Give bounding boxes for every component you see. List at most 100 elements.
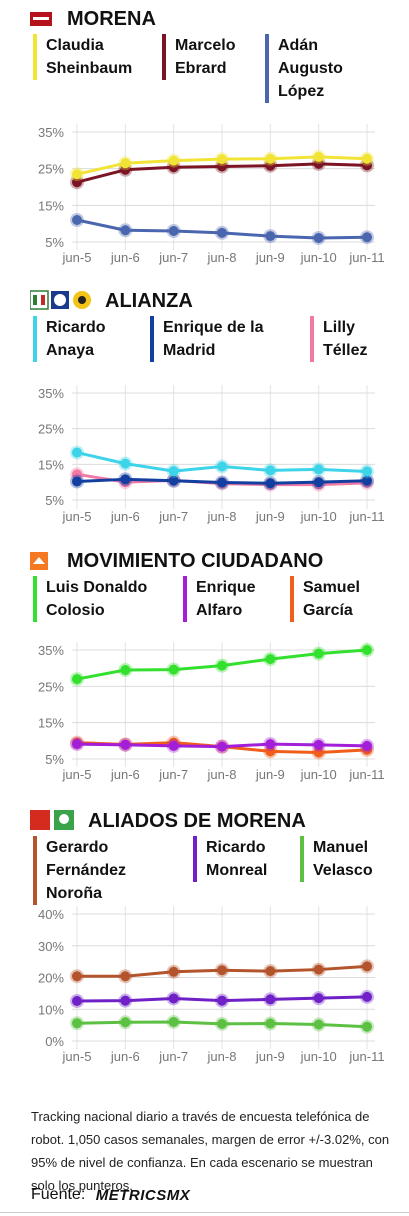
x-tick-label: jun-9 (255, 767, 285, 782)
source-label: Fuente: (31, 1186, 86, 1203)
y-tick-label: 40% (38, 907, 64, 922)
legend-label: García (303, 602, 353, 619)
chart-header: MORENA (0, 8, 409, 38)
data-point (313, 648, 324, 659)
data-point (265, 746, 276, 757)
legend-label: Luis Donaldo (46, 579, 148, 596)
data-point (265, 739, 276, 750)
legend-label: Enrique (196, 579, 256, 596)
data-point (265, 478, 276, 489)
y-tick-label: 5% (45, 493, 64, 508)
x-tick-label: jun-7 (158, 250, 188, 265)
legend-label: Claudia (46, 37, 104, 54)
y-tick-label: 15% (38, 457, 64, 472)
x-tick-label: jun-8 (207, 250, 237, 265)
source-line: Fuente: METRICSMX (31, 1186, 190, 1204)
legend-entry: Adán Augusto López (265, 34, 343, 103)
legend-label: Enrique de la (163, 319, 264, 336)
y-tick-label: 20% (38, 971, 64, 986)
chart-title: MORENA (67, 8, 156, 30)
legend-entry: Claudia Sheinbaum (33, 34, 132, 80)
data-point (313, 739, 324, 750)
data-point (362, 232, 372, 243)
x-tick-label: jun-6 (110, 1049, 140, 1064)
legend-label: Augusto (278, 60, 343, 77)
chart-header: ALIADOS DE MORENA (0, 810, 409, 840)
y-tick-label: 25% (38, 679, 64, 694)
data-point (120, 971, 131, 982)
legend-entry: Lilly Téllez (310, 316, 367, 362)
line-chart: 35% 25% 15% 5%jun-5 jun-6 jun-7 jun-8 jun-9 jun-… (38, 124, 385, 265)
data-point (120, 664, 131, 675)
data-point (168, 466, 179, 477)
bottom-divider (0, 1212, 409, 1213)
chart-title: MOVIMIENTO CIUDADANO (67, 550, 324, 572)
data-point (72, 169, 82, 180)
data-point (120, 158, 131, 169)
legend-entry: Marcelo Ebrard (162, 34, 235, 80)
x-tick-label: jun-9 (255, 250, 285, 265)
y-tick-label: 35% (38, 643, 64, 658)
data-point (265, 465, 276, 476)
data-point (362, 740, 372, 751)
data-point (217, 477, 227, 488)
legend-label: Ricardo (206, 839, 266, 856)
data-point (217, 965, 227, 976)
data-point (265, 153, 276, 164)
data-point (362, 153, 372, 164)
data-point (362, 475, 372, 486)
legend-entry: Enrique Alfaro (183, 576, 256, 622)
legend-label: Marcelo (175, 37, 236, 54)
data-point (217, 660, 227, 671)
data-point (265, 160, 276, 171)
chart-title: ALIANZA (105, 290, 193, 312)
data-point (313, 477, 324, 488)
legend-entry: Gerardo Fernández Noroña (33, 836, 126, 905)
legend-label: Madrid (163, 342, 216, 359)
data-point (120, 474, 131, 485)
x-tick-label: jun-5 (62, 1049, 92, 1064)
data-point (120, 739, 131, 750)
data-point (362, 961, 372, 972)
data-point (168, 740, 179, 751)
metrics-mx-logo: METRICSMX (95, 1186, 191, 1204)
methodology-note: Tracking nacional diario a través de enc… (31, 1109, 390, 1193)
data-point (120, 1017, 131, 1028)
data-point (265, 1018, 276, 1029)
data-point (120, 458, 131, 469)
legend-label: Adán (278, 37, 318, 54)
data-point (217, 741, 227, 752)
x-tick-label: jun-8 (207, 1049, 237, 1064)
legend-label: Colosio (46, 602, 105, 619)
data-point (265, 654, 276, 665)
pt-pvem-logos (30, 810, 100, 837)
line-chart: 35% 25% 15% 5%jun-5 jun-6 jun-7 jun-8 jun-9 jun-… (38, 385, 385, 524)
x-tick-label: jun-6 (110, 250, 140, 265)
data-point (313, 232, 324, 243)
legend-entry: Samuel García (290, 576, 360, 622)
y-tick-label: 5% (45, 752, 64, 767)
y-tick-label: 25% (38, 162, 64, 177)
data-point (120, 225, 131, 236)
data-point (265, 966, 276, 977)
data-point (168, 155, 179, 166)
y-tick-label: 10% (38, 1002, 64, 1017)
x-tick-label: jun-8 (207, 767, 237, 782)
data-point (313, 747, 324, 758)
data-point (265, 994, 276, 1005)
x-tick-label: jun-11 (348, 767, 384, 782)
data-point (72, 215, 82, 225)
legend-entry: Manuel Velasco (300, 836, 373, 882)
data-point (168, 664, 179, 675)
x-tick-label: jun-10 (300, 509, 337, 524)
morena-logo (30, 10, 100, 37)
x-tick-label: jun-5 (62, 509, 92, 524)
legend-label: Fernández (46, 862, 127, 879)
y-tick-label: 15% (38, 198, 64, 213)
line-chart: 35% 25% 15% 5%jun-5 jun-6 jun-7 jun-8 jun-9 jun-… (38, 642, 385, 782)
x-tick-label: jun-11 (348, 250, 384, 265)
alianza-logos (29, 290, 100, 317)
legend-label: Sheinbaum (46, 60, 133, 77)
legend-label: Lilly (323, 319, 356, 336)
legend-entry: Ricardo Monreal (193, 836, 267, 882)
